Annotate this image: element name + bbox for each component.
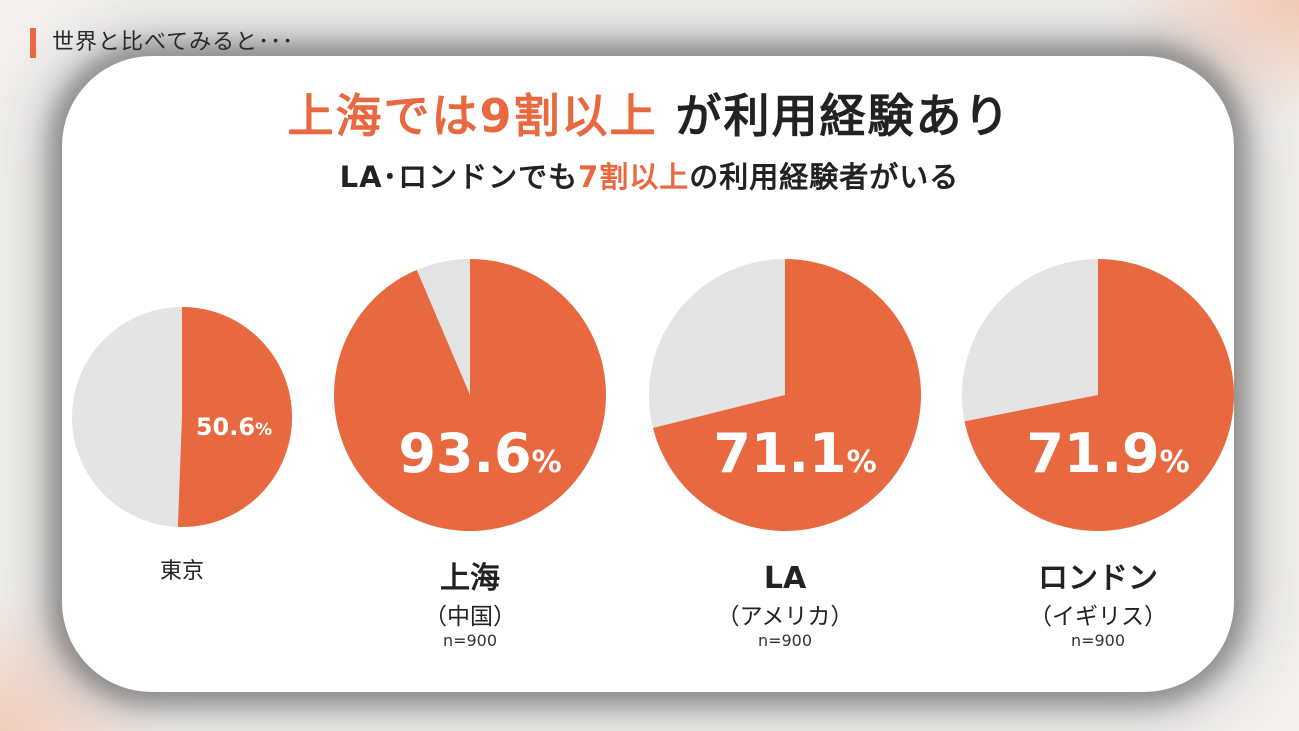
subtitle-post: の利用経験者がいる <box>689 160 960 194</box>
pie-2-sample-size-label: n=900 <box>758 631 812 650</box>
pie-3-sample-size-label: n=900 <box>1071 631 1125 650</box>
pie-0-city-label: 東京 <box>160 559 204 584</box>
pie-2-city-label: LA <box>764 561 807 596</box>
pie-2-value-slice <box>653 259 921 531</box>
pie-2-country-label: （アメリカ） <box>717 604 854 630</box>
pie-1-value-label: 93.6% <box>398 422 561 485</box>
slide-subtitle: LA･ロンドンでも7割以上の利用経験者がいる <box>0 156 1299 198</box>
pie-3-country-label: （イギリス） <box>1029 604 1167 630</box>
pie-2-value-label: 71.1% <box>713 422 876 485</box>
pie-3-value-slice <box>964 259 1234 531</box>
pie-3-value-label: 71.9% <box>1026 422 1189 485</box>
pie-0-value-label: 50.6% <box>196 413 272 441</box>
header-accent-bar <box>30 28 36 58</box>
title-rest: が利用経験あり <box>675 89 1012 143</box>
pie-3-city-label: ロンドン <box>1038 561 1158 596</box>
subtitle-pre: LA･ロンドンでも <box>339 160 579 194</box>
subtitle-highlight: 7割以上 <box>578 160 690 194</box>
pie-1-country-label: （中国） <box>424 604 516 630</box>
pie-0-value-slice <box>177 307 293 527</box>
pie-1-city-label: 上海 <box>440 561 500 596</box>
slide-title: 上海では9割以上 が利用経験あり <box>0 84 1299 148</box>
title-highlight: 上海では9割以上 <box>287 89 658 143</box>
pie-1-sample-size-label: n=900 <box>443 631 497 650</box>
section-header: 世界と比べてみると･･･ <box>52 30 295 55</box>
pie-1-value-slice <box>334 259 607 531</box>
